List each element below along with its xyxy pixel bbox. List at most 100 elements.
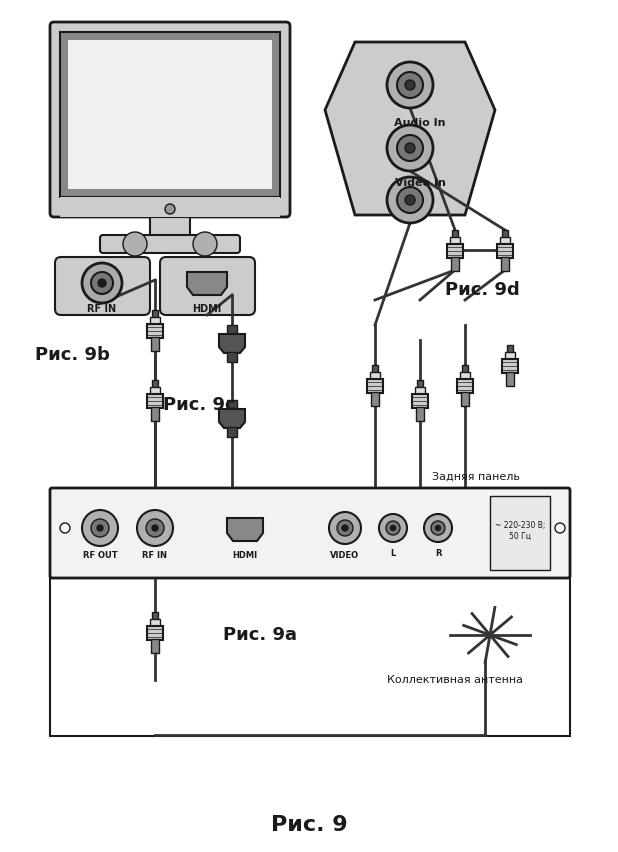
Bar bbox=[371, 392, 379, 406]
Circle shape bbox=[82, 510, 118, 546]
Bar bbox=[227, 427, 237, 437]
Bar bbox=[502, 359, 518, 373]
Bar bbox=[506, 372, 514, 386]
Bar bbox=[460, 372, 470, 380]
Bar bbox=[227, 400, 237, 410]
Bar bbox=[151, 337, 159, 351]
Text: Рис. 9b: Рис. 9b bbox=[35, 346, 110, 364]
FancyBboxPatch shape bbox=[50, 22, 290, 217]
Circle shape bbox=[397, 72, 423, 98]
Circle shape bbox=[424, 514, 452, 542]
Text: Рис. 9: Рис. 9 bbox=[271, 815, 347, 835]
Text: RF OUT: RF OUT bbox=[83, 551, 117, 561]
Bar bbox=[461, 392, 469, 406]
Bar bbox=[412, 394, 428, 408]
Bar bbox=[417, 380, 423, 388]
FancyBboxPatch shape bbox=[55, 257, 150, 315]
Circle shape bbox=[397, 187, 423, 213]
Circle shape bbox=[91, 519, 109, 537]
Bar bbox=[150, 217, 190, 239]
Text: HDMI: HDMI bbox=[232, 551, 258, 561]
Circle shape bbox=[387, 125, 433, 171]
Polygon shape bbox=[227, 518, 263, 541]
Bar bbox=[151, 407, 159, 421]
Bar bbox=[227, 352, 237, 362]
Bar bbox=[502, 230, 508, 238]
Circle shape bbox=[436, 526, 441, 531]
FancyBboxPatch shape bbox=[160, 257, 255, 315]
Bar bbox=[497, 244, 513, 258]
Bar bbox=[507, 345, 513, 353]
Bar bbox=[505, 352, 515, 360]
Text: HDMI: HDMI bbox=[192, 304, 222, 314]
Bar bbox=[150, 387, 160, 395]
Circle shape bbox=[193, 232, 217, 256]
FancyBboxPatch shape bbox=[100, 235, 240, 253]
Bar bbox=[370, 372, 380, 380]
Circle shape bbox=[391, 526, 396, 531]
Polygon shape bbox=[325, 42, 495, 215]
Bar bbox=[462, 365, 468, 373]
Circle shape bbox=[329, 512, 361, 544]
Text: R: R bbox=[434, 549, 441, 557]
Circle shape bbox=[405, 195, 415, 205]
Text: Video In: Video In bbox=[394, 178, 446, 188]
Text: Коллективная антенна: Коллективная антенна bbox=[387, 675, 523, 685]
Circle shape bbox=[405, 143, 415, 153]
Bar bbox=[457, 379, 473, 393]
Bar bbox=[452, 230, 458, 238]
Bar bbox=[152, 310, 158, 318]
Text: Задняя панель: Задняя панель bbox=[432, 472, 520, 482]
Text: RF IN: RF IN bbox=[143, 551, 167, 561]
Bar bbox=[500, 237, 510, 245]
Circle shape bbox=[342, 525, 348, 531]
Polygon shape bbox=[219, 409, 245, 428]
Bar bbox=[152, 612, 158, 620]
Bar bbox=[147, 324, 163, 338]
Circle shape bbox=[91, 272, 113, 294]
Bar bbox=[60, 32, 280, 197]
Text: ~ 220-230 В;
50 Гц: ~ 220-230 В; 50 Гц bbox=[495, 521, 545, 541]
Bar bbox=[147, 626, 163, 640]
Circle shape bbox=[97, 525, 103, 531]
Bar bbox=[451, 257, 459, 271]
Bar bbox=[150, 619, 160, 627]
Polygon shape bbox=[219, 334, 245, 353]
Circle shape bbox=[397, 135, 423, 161]
Bar bbox=[152, 380, 158, 388]
Circle shape bbox=[379, 514, 407, 542]
Bar bbox=[68, 40, 272, 189]
Circle shape bbox=[146, 519, 164, 537]
Bar bbox=[415, 387, 425, 395]
Circle shape bbox=[555, 523, 565, 533]
Text: VIDEO: VIDEO bbox=[331, 550, 360, 560]
Bar bbox=[447, 244, 463, 258]
Circle shape bbox=[98, 279, 106, 287]
Circle shape bbox=[60, 523, 70, 533]
Text: Рис. 9c: Рис. 9c bbox=[163, 396, 235, 414]
Bar bbox=[151, 639, 159, 653]
Bar bbox=[50, 578, 570, 736]
Circle shape bbox=[82, 263, 122, 303]
Bar bbox=[227, 325, 237, 335]
Circle shape bbox=[405, 80, 415, 90]
Circle shape bbox=[337, 520, 353, 536]
Circle shape bbox=[387, 62, 433, 108]
Polygon shape bbox=[187, 272, 227, 295]
FancyBboxPatch shape bbox=[50, 488, 570, 578]
Bar bbox=[416, 407, 424, 421]
Text: L: L bbox=[391, 549, 396, 557]
Bar bbox=[450, 237, 460, 245]
Circle shape bbox=[431, 521, 445, 535]
Circle shape bbox=[152, 525, 158, 531]
Text: Рис. 9a: Рис. 9a bbox=[223, 626, 297, 644]
Text: RF IN: RF IN bbox=[87, 304, 117, 314]
Bar bbox=[490, 496, 550, 570]
Bar bbox=[372, 365, 378, 373]
Bar bbox=[150, 317, 160, 325]
Circle shape bbox=[165, 204, 175, 214]
Text: Рис. 9d: Рис. 9d bbox=[445, 281, 520, 299]
Circle shape bbox=[123, 232, 147, 256]
Bar bbox=[147, 394, 163, 408]
Text: Audio In: Audio In bbox=[394, 118, 446, 128]
